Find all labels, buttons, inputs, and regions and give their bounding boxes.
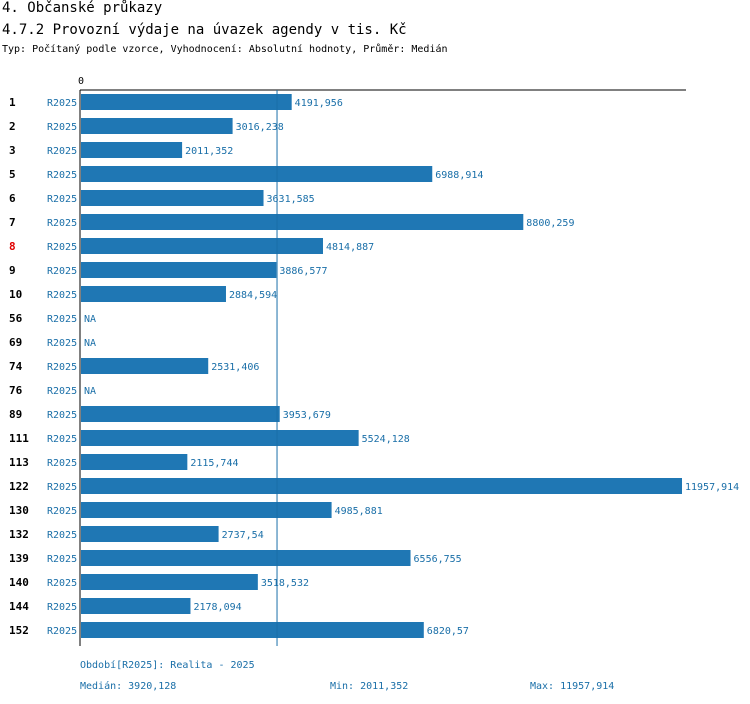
category-label: 140 <box>9 576 29 589</box>
series-label: R2025 <box>47 530 77 541</box>
category-label: 89 <box>9 408 22 421</box>
series-label: R2025 <box>47 434 77 445</box>
series-label: R2025 <box>47 386 77 397</box>
category-label: 56 <box>9 312 23 325</box>
category-label: 76 <box>9 384 23 397</box>
series-label: R2025 <box>47 242 77 253</box>
value-label: 5524,128 <box>362 434 410 445</box>
series-label: R2025 <box>47 122 77 133</box>
chart-settings: Typ: Počítaný podle vzorce, Vyhodnocení:… <box>2 44 448 55</box>
category-label: 122 <box>9 480 29 493</box>
chart-title: 4.7.2 Provozní výdaje na úvazek agendy v… <box>2 22 407 38</box>
value-label: 3886,577 <box>279 266 327 277</box>
value-label: 11957,914 <box>685 482 739 493</box>
series-label: R2025 <box>47 98 77 109</box>
series-label: R2025 <box>47 314 77 325</box>
bar <box>81 262 277 278</box>
value-label: 8800,259 <box>526 218 574 229</box>
min-stat: Min: 2011,352 <box>330 681 409 692</box>
value-label: 3953,679 <box>283 410 331 421</box>
value-label: 2531,406 <box>211 362 259 373</box>
category-label: 10 <box>9 288 22 301</box>
value-label: 6820,57 <box>427 626 469 637</box>
series-label: R2025 <box>47 458 77 469</box>
category-label: 2 <box>9 120 16 133</box>
page-title: 4. Občanské průkazy <box>2 0 163 16</box>
value-label: 3016,238 <box>236 122 284 133</box>
series-label: R2025 <box>47 602 77 613</box>
bar <box>81 166 433 182</box>
x-axis-zero-label: 0 <box>78 76 84 87</box>
period-legend: Období[R2025]: Realita - 2025 <box>80 660 255 671</box>
value-label: 2011,352 <box>185 146 233 157</box>
series-label: R2025 <box>47 170 77 181</box>
value-label: 4191,956 <box>295 98 343 109</box>
bar <box>81 358 209 374</box>
bar <box>81 478 682 494</box>
bar <box>81 550 411 566</box>
series-label: R2025 <box>47 410 77 421</box>
category-label: 144 <box>9 600 29 613</box>
series-label: R2025 <box>47 146 77 157</box>
value-label: NA <box>84 314 96 325</box>
bar <box>81 526 219 542</box>
series-label: R2025 <box>47 290 77 301</box>
value-label: 3631,585 <box>267 194 315 205</box>
value-label: 6988,914 <box>435 170 483 181</box>
value-label: 4985,881 <box>335 506 383 517</box>
value-label: NA <box>84 338 96 349</box>
category-label: 9 <box>9 264 16 277</box>
category-label: 7 <box>9 216 16 229</box>
value-label: NA <box>84 386 96 397</box>
category-label: 152 <box>9 624 29 637</box>
category-label: 8 <box>9 240 16 253</box>
bar <box>81 238 323 254</box>
bar <box>81 286 226 302</box>
category-label: 132 <box>9 528 29 541</box>
bar <box>81 598 191 614</box>
value-label: 2737,54 <box>222 530 264 541</box>
series-label: R2025 <box>47 338 77 349</box>
max-stat: Max: 11957,914 <box>530 681 615 692</box>
bar <box>81 454 188 470</box>
series-label: R2025 <box>47 266 77 277</box>
value-label: 3518,532 <box>261 578 309 589</box>
bar <box>81 190 264 206</box>
series-label: R2025 <box>47 506 77 517</box>
series-label: R2025 <box>47 362 77 373</box>
series-label: R2025 <box>47 194 77 205</box>
series-label: R2025 <box>47 554 77 565</box>
bar <box>81 574 258 590</box>
series-label: R2025 <box>47 482 77 493</box>
value-label: 6556,755 <box>414 554 462 565</box>
bar <box>81 430 359 446</box>
category-label: 74 <box>9 360 23 373</box>
value-label: 4814,887 <box>326 242 374 253</box>
bar <box>81 502 332 518</box>
series-label: R2025 <box>47 626 77 637</box>
value-label: 2178,094 <box>193 602 241 613</box>
category-label: 3 <box>9 144 16 157</box>
category-label: 1 <box>9 96 16 109</box>
series-label: R2025 <box>47 218 77 229</box>
bar <box>81 406 280 422</box>
category-label: 5 <box>9 168 16 181</box>
bar <box>81 214 524 230</box>
value-label: 2884,594 <box>229 290 277 301</box>
category-label: 130 <box>9 504 29 517</box>
median-stat: Medián: 3920,128 <box>80 681 177 692</box>
bar <box>81 142 183 158</box>
category-label: 6 <box>9 192 16 205</box>
category-label: 139 <box>9 552 29 565</box>
bar <box>81 118 233 134</box>
category-label: 69 <box>9 336 22 349</box>
bar <box>81 622 424 638</box>
series-label: R2025 <box>47 578 77 589</box>
category-label: 111 <box>9 432 29 445</box>
bar <box>81 94 292 110</box>
category-label: 113 <box>9 456 29 469</box>
value-label: 2115,744 <box>190 458 238 469</box>
